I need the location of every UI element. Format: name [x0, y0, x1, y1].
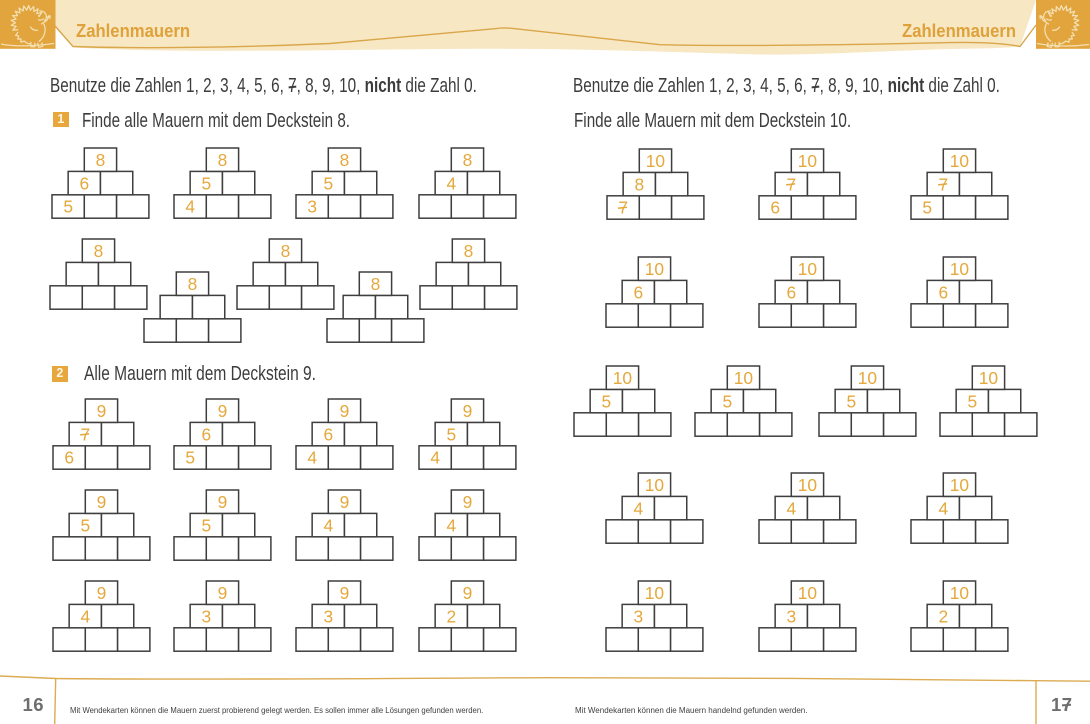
svg-text:5: 5 [63, 197, 73, 217]
svg-text:6: 6 [938, 282, 948, 302]
svg-text:6: 6 [79, 173, 89, 193]
svg-text:10: 10 [858, 368, 877, 388]
svg-text:4: 4 [308, 448, 318, 468]
svg-text:9: 9 [463, 401, 473, 421]
svg-text:4: 4 [447, 173, 457, 193]
svg-text:5: 5 [80, 515, 90, 535]
svg-text:6: 6 [786, 282, 796, 302]
svg-text:10: 10 [645, 583, 664, 603]
svg-text:8: 8 [188, 274, 198, 294]
svg-text:5: 5 [186, 448, 196, 468]
svg-text:3: 3 [202, 606, 212, 626]
svg-text:4: 4 [786, 498, 796, 518]
svg-text:8: 8 [94, 241, 104, 261]
svg-text:6: 6 [633, 282, 643, 302]
svg-text:8: 8 [218, 150, 228, 170]
svg-text:5: 5 [447, 425, 457, 445]
svg-text:4: 4 [324, 515, 334, 535]
svg-text:10: 10 [950, 475, 969, 495]
svg-text:10: 10 [950, 583, 969, 603]
svg-text:8: 8 [340, 150, 350, 170]
svg-text:8: 8 [280, 241, 290, 261]
svg-text:5: 5 [601, 391, 611, 411]
svg-text:4: 4 [447, 515, 457, 535]
svg-text:9: 9 [96, 583, 106, 603]
svg-text:6: 6 [64, 448, 74, 468]
svg-text:9: 9 [218, 583, 228, 603]
svg-text:8: 8 [464, 241, 474, 261]
svg-text:10: 10 [979, 368, 998, 388]
svg-text:5: 5 [324, 173, 334, 193]
svg-text:10: 10 [949, 151, 968, 171]
svg-text:4: 4 [633, 498, 643, 518]
svg-text:8: 8 [95, 150, 105, 170]
svg-text:9: 9 [340, 583, 350, 603]
svg-text:10: 10 [645, 259, 664, 279]
svg-text:5: 5 [967, 391, 977, 411]
svg-text:5: 5 [202, 515, 212, 535]
svg-text:10: 10 [612, 368, 631, 388]
svg-text:6: 6 [324, 425, 334, 445]
svg-text:10: 10 [798, 583, 817, 603]
svg-text:10: 10 [798, 151, 817, 171]
svg-text:9: 9 [340, 492, 350, 512]
svg-text:9: 9 [96, 492, 106, 512]
svg-text:3: 3 [324, 606, 334, 626]
svg-text:2: 2 [938, 606, 948, 626]
svg-text:10: 10 [734, 368, 753, 388]
svg-text:10: 10 [798, 475, 817, 495]
svg-text:3: 3 [786, 606, 796, 626]
svg-text:10: 10 [646, 151, 665, 171]
svg-text:9: 9 [96, 401, 106, 421]
svg-text:6: 6 [770, 198, 780, 218]
svg-text:9: 9 [340, 401, 350, 421]
svg-text:4: 4 [80, 606, 90, 626]
svg-text:5: 5 [846, 391, 856, 411]
svg-text:3: 3 [308, 197, 318, 217]
svg-text:9: 9 [463, 583, 473, 603]
svg-text:4: 4 [430, 448, 440, 468]
svg-text:4: 4 [938, 498, 948, 518]
svg-text:8: 8 [634, 174, 644, 194]
svg-text:5: 5 [202, 173, 212, 193]
svg-text:9: 9 [463, 492, 473, 512]
svg-text:9: 9 [218, 492, 228, 512]
svg-text:6: 6 [202, 425, 212, 445]
svg-text:8: 8 [463, 150, 473, 170]
svg-text:5: 5 [722, 391, 732, 411]
svg-text:2: 2 [447, 606, 457, 626]
svg-text:10: 10 [645, 475, 664, 495]
svg-text:4: 4 [186, 197, 196, 217]
svg-text:5: 5 [922, 198, 932, 218]
svg-text:3: 3 [633, 606, 643, 626]
svg-text:10: 10 [798, 259, 817, 279]
svg-text:8: 8 [371, 274, 381, 294]
svg-text:9: 9 [218, 401, 228, 421]
svg-text:10: 10 [950, 259, 969, 279]
